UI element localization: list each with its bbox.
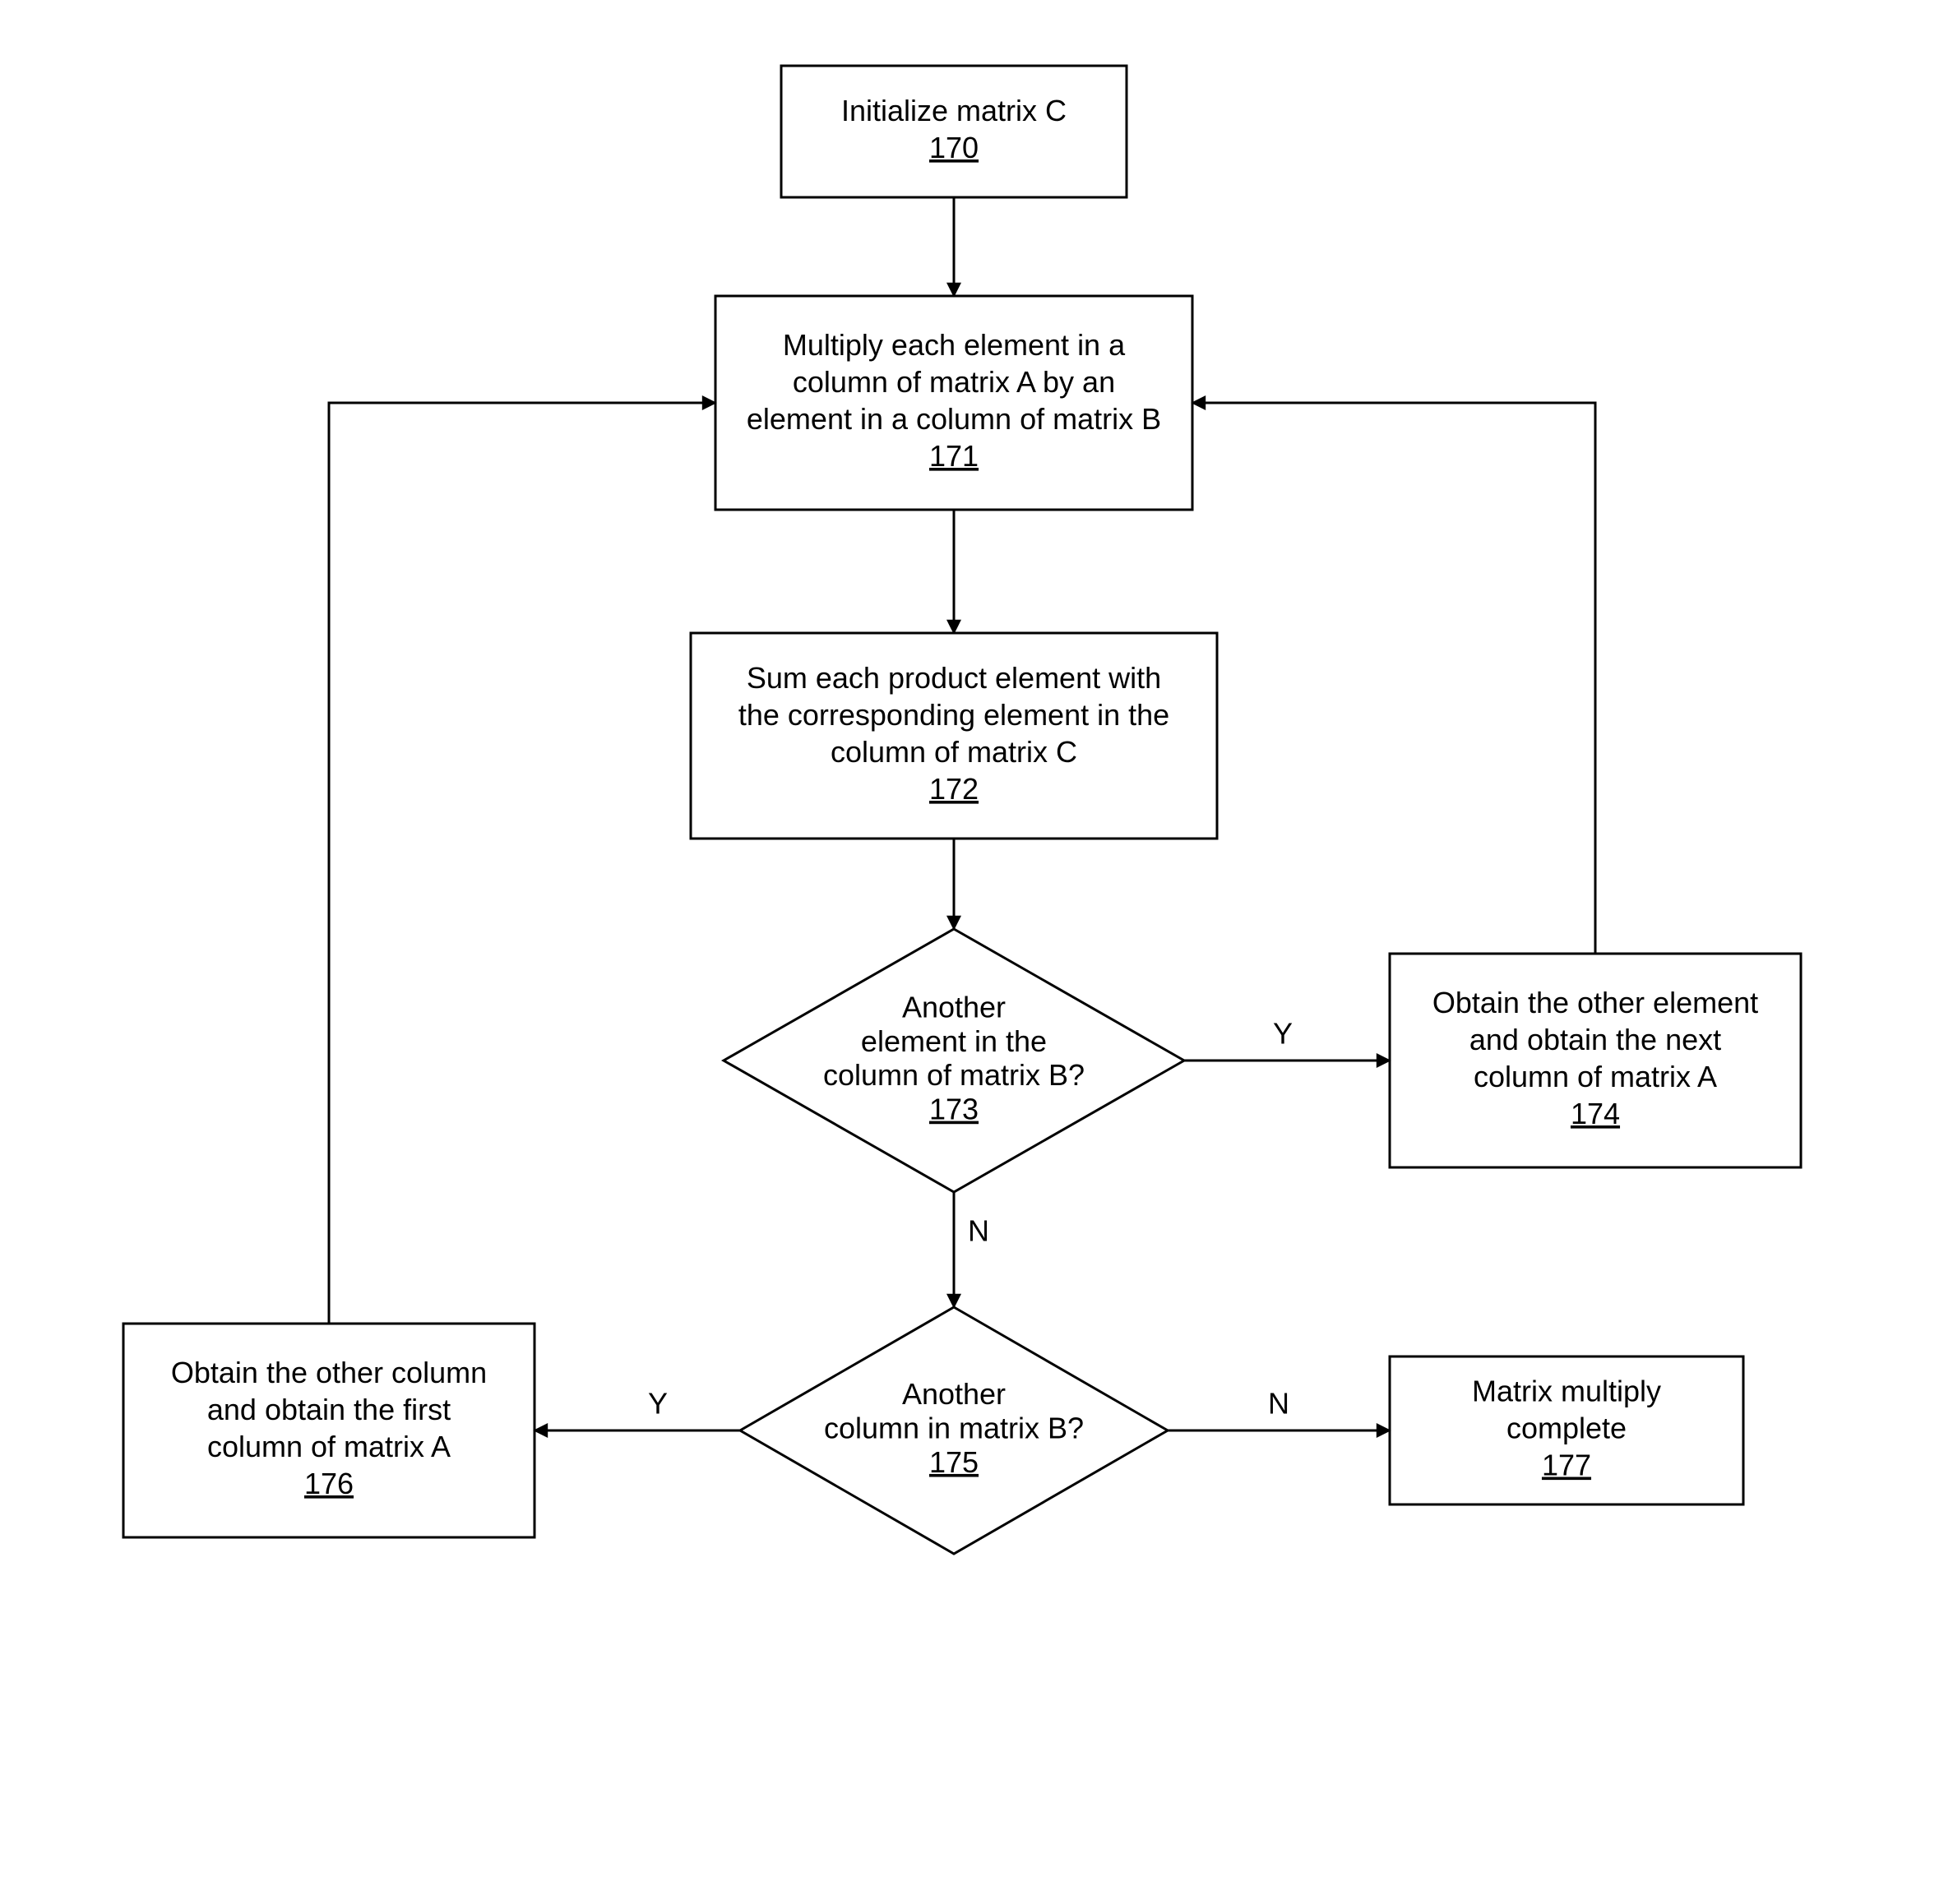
svg-text:Another: Another [902,990,1006,1024]
svg-text:176: 176 [304,1467,354,1500]
flow-edge-e173_174: Y [1184,1017,1390,1061]
flow-node-n176: Obtain the other column and obtain the fi… [123,1324,535,1537]
flow-edge-e175_177: N [1168,1387,1390,1430]
svg-text:complete: complete [1506,1412,1627,1445]
svg-text:Sum each product element with: Sum each product element with [747,661,1161,695]
svg-text:Obtain the other column: Obtain the other column [171,1356,487,1389]
flow-edge-e174_171 [1192,403,1595,954]
svg-text:element in a column of matrix: element in a column of matrix B [747,402,1161,436]
flow-node-n174: Obtain the other element and obtain the n… [1390,954,1801,1167]
svg-text:Multiply each element in a: Multiply each element in a [783,328,1126,362]
flow-edge-e173_175: N [954,1192,989,1307]
svg-text:172: 172 [929,772,979,806]
flow-node-n173: Anotherelement in thecolumn of matrix B?… [724,929,1184,1192]
svg-text:column of matrix A by an: column of matrix A by an [793,365,1115,399]
svg-text:171: 171 [929,439,979,473]
svg-text:Initialize matrix C: Initialize matrix C [841,94,1067,127]
svg-text:and obtain the first: and obtain the first [207,1393,451,1426]
svg-text:column of matrix A: column of matrix A [1474,1060,1717,1093]
svg-text:177: 177 [1542,1449,1591,1482]
flow-node-n172: Sum each product element withthe corresp… [691,633,1217,839]
svg-text:Y: Y [1273,1017,1293,1051]
svg-text:Y: Y [648,1387,668,1421]
svg-text:Another: Another [902,1377,1006,1411]
flow-node-n177: Matrix multiply complete 177 [1390,1356,1743,1504]
svg-text:element in the: element in the [861,1024,1047,1058]
flow-edge-e175_176: Y [535,1387,740,1430]
svg-text:column in matrix B?: column in matrix B? [824,1412,1084,1445]
svg-text:the corresponding element in t: the corresponding element in the [738,698,1169,732]
svg-text:column of matrix B?: column of matrix B? [823,1058,1085,1092]
svg-text:N: N [968,1214,989,1248]
svg-text:170: 170 [929,131,979,164]
svg-text:Obtain the other element: Obtain the other element [1432,986,1758,1019]
svg-text:Matrix multiply: Matrix multiply [1472,1375,1661,1408]
flow-node-n171: Multiply each element in acolumn of matr… [715,296,1192,510]
flow-node-n170: Initialize matrix C 170 [781,66,1127,197]
svg-text:174: 174 [1571,1097,1620,1130]
svg-text:N: N [1268,1387,1289,1421]
svg-text:column of matrix A: column of matrix A [207,1430,451,1463]
flow-edge-e176_171 [329,403,715,1324]
svg-text:and obtain the next: and obtain the next [1469,1023,1721,1056]
flow-node-n175: Anothercolumn in matrix B?175 [740,1307,1168,1554]
svg-text:175: 175 [929,1445,979,1479]
svg-text:173: 173 [929,1093,979,1126]
svg-text:column of matrix C: column of matrix C [831,735,1077,769]
